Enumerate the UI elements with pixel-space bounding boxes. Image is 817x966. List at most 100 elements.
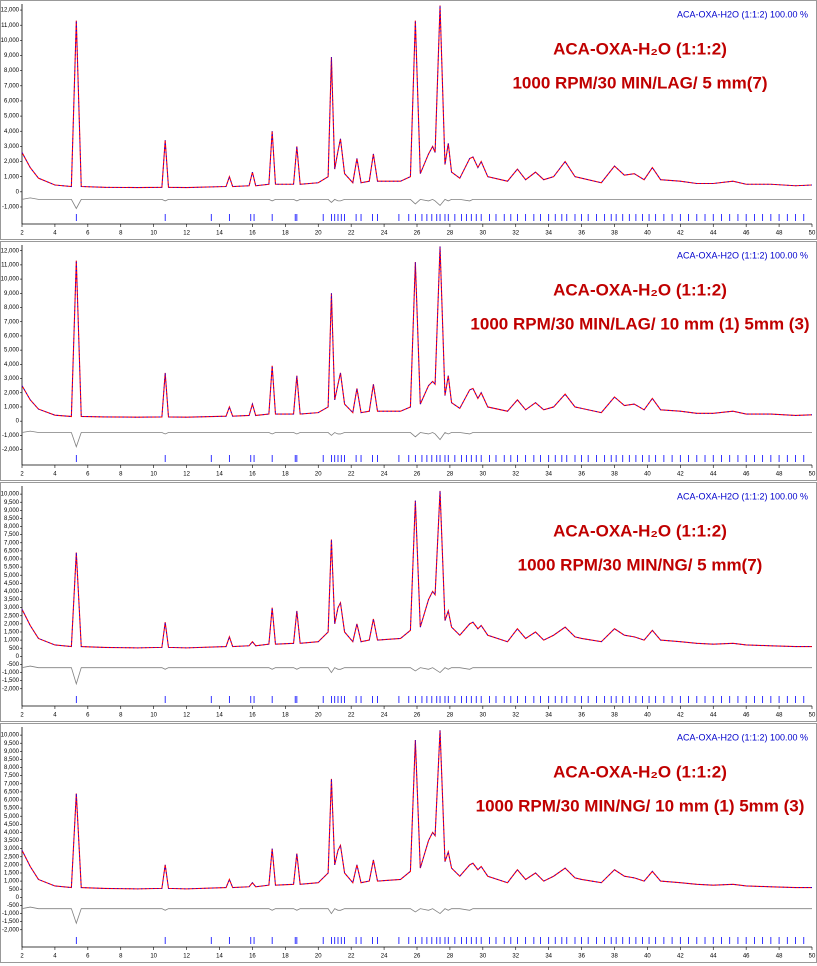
x-tick-label: 2 bbox=[20, 231, 24, 237]
chart-title: ACA-OXA-H₂O (1:1:2) bbox=[553, 521, 727, 540]
x-tick-label: 16 bbox=[249, 954, 256, 960]
y-tick-label: 10,000 bbox=[1, 733, 20, 739]
x-tick-label: 16 bbox=[249, 231, 256, 237]
x-tick-label: 38 bbox=[611, 472, 618, 478]
panel-frame bbox=[0, 0, 817, 240]
x-tick-label: 30 bbox=[479, 713, 486, 719]
y-tick-label: 12,000 bbox=[1, 8, 20, 14]
y-tick-label: -1,000 bbox=[2, 433, 20, 439]
y-tick-label: 1,000 bbox=[4, 174, 20, 180]
x-tick-label: 8 bbox=[119, 472, 123, 478]
x-tick-label: 12 bbox=[183, 231, 190, 237]
x-tick-label: 16 bbox=[249, 472, 256, 478]
y-tick-label: 10,000 bbox=[1, 277, 20, 283]
y-tick-label: 2,500 bbox=[4, 613, 20, 619]
x-tick-label: 16 bbox=[249, 713, 256, 719]
y-tick-label: 7,500 bbox=[4, 532, 20, 538]
y-tick-label: 9,000 bbox=[4, 291, 20, 297]
y-tick-label: 8,000 bbox=[4, 305, 20, 311]
y-tick-label: 3,500 bbox=[4, 597, 20, 603]
x-tick-label: 14 bbox=[216, 713, 223, 719]
y-tick-label: 2,000 bbox=[4, 159, 20, 165]
x-tick-label: 12 bbox=[183, 713, 190, 719]
x-tick-label: 4 bbox=[53, 472, 57, 478]
phase-label: ACA-OXA-H2O (1:1:2) 100.00 % bbox=[677, 732, 808, 742]
x-tick-label: 34 bbox=[545, 231, 552, 237]
x-tick-label: 46 bbox=[743, 231, 750, 237]
x-tick-label: 32 bbox=[512, 713, 519, 719]
x-tick-label: 18 bbox=[282, 231, 289, 237]
x-tick-label: 42 bbox=[677, 954, 684, 960]
x-tick-label: 38 bbox=[611, 713, 618, 719]
y-tick-label: 1,000 bbox=[4, 638, 20, 644]
y-tick-label: -2,000 bbox=[2, 447, 20, 453]
x-tick-label: 18 bbox=[282, 713, 289, 719]
y-tick-label: 0 bbox=[16, 189, 20, 195]
calculated-line bbox=[21, 5, 813, 189]
y-tick-label: 6,500 bbox=[4, 789, 20, 795]
x-tick-label: 8 bbox=[119, 231, 123, 237]
y-tick-label: 9,000 bbox=[4, 508, 20, 514]
chart-subtitle: 1000 RPM/30 MIN/NG/ 5 mm(7) bbox=[518, 555, 763, 574]
y-tick-label: 3,000 bbox=[4, 376, 20, 382]
y-tick-label: 2,500 bbox=[4, 854, 20, 860]
y-tick-label: 10,000 bbox=[1, 38, 20, 44]
x-tick-label: 44 bbox=[710, 954, 717, 960]
y-tick-label: 4,000 bbox=[4, 830, 20, 836]
y-tick-label: 6,000 bbox=[4, 99, 20, 105]
x-tick-label: 24 bbox=[381, 954, 388, 960]
y-tick-label: 1,500 bbox=[4, 630, 20, 636]
x-tick-label: 28 bbox=[447, 713, 454, 719]
y-tick-label: 7,000 bbox=[4, 781, 20, 787]
x-tick-label: 6 bbox=[86, 231, 90, 237]
x-tick-label: 4 bbox=[53, 954, 57, 960]
x-tick-label: 36 bbox=[578, 713, 585, 719]
y-tick-label: 6,000 bbox=[4, 334, 20, 340]
x-tick-label: 40 bbox=[644, 231, 651, 237]
y-tick-label: 0 bbox=[16, 419, 20, 425]
difference-line bbox=[21, 197, 812, 210]
x-tick-label: 44 bbox=[710, 231, 717, 237]
observed-line bbox=[21, 5, 813, 188]
y-tick-label: 4,500 bbox=[4, 822, 20, 828]
y-tick-label: -1,000 bbox=[2, 911, 20, 917]
x-tick-label: 6 bbox=[86, 472, 90, 478]
y-tick-label: 500 bbox=[9, 887, 20, 893]
x-tick-label: 50 bbox=[809, 231, 816, 237]
x-tick-label: 38 bbox=[611, 954, 618, 960]
phase-label: ACA-OXA-H2O (1:1:2) 100.00 % bbox=[677, 9, 808, 19]
x-tick-label: 2 bbox=[20, 954, 24, 960]
observed-line bbox=[21, 490, 812, 649]
x-tick-label: 2 bbox=[20, 472, 24, 478]
y-tick-label: -1,000 bbox=[2, 670, 20, 676]
x-tick-label: 18 bbox=[282, 954, 289, 960]
y-tick-label: 9,000 bbox=[4, 749, 20, 755]
chart-title: ACA-OXA-H₂O (1:1:2) bbox=[553, 39, 727, 58]
y-tick-label: 5,000 bbox=[4, 573, 20, 579]
y-tick-label: 500 bbox=[9, 646, 20, 652]
x-tick-label: 28 bbox=[447, 954, 454, 960]
x-tick-label: 34 bbox=[545, 954, 552, 960]
x-tick-label: 34 bbox=[545, 713, 552, 719]
x-tick-label: 8 bbox=[119, 713, 123, 719]
x-tick-label: 44 bbox=[710, 472, 717, 478]
y-tick-label: 8,500 bbox=[4, 757, 20, 763]
y-tick-label: 2,000 bbox=[4, 390, 20, 396]
y-tick-label: -1,000 bbox=[2, 205, 20, 211]
y-tick-label: 3,000 bbox=[4, 144, 20, 150]
difference-line bbox=[21, 430, 812, 448]
x-tick-label: 10 bbox=[150, 472, 157, 478]
chart-title: ACA-OXA-H₂O (1:1:2) bbox=[553, 280, 727, 299]
x-tick-label: 12 bbox=[183, 954, 190, 960]
x-tick-label: 10 bbox=[150, 713, 157, 719]
y-tick-label: 6,500 bbox=[4, 548, 20, 554]
y-tick-label: 1,500 bbox=[4, 871, 20, 877]
x-tick-label: 22 bbox=[348, 472, 355, 478]
x-tick-label: 50 bbox=[809, 713, 816, 719]
y-tick-label: -2,000 bbox=[2, 927, 20, 933]
chart-subtitle: 1000 RPM/30 MIN/LAG/ 10 mm (1) 5mm (3) bbox=[470, 314, 809, 333]
x-tick-label: 22 bbox=[348, 954, 355, 960]
y-tick-label: -2,000 bbox=[2, 686, 20, 692]
y-tick-label: 1,000 bbox=[4, 879, 20, 885]
